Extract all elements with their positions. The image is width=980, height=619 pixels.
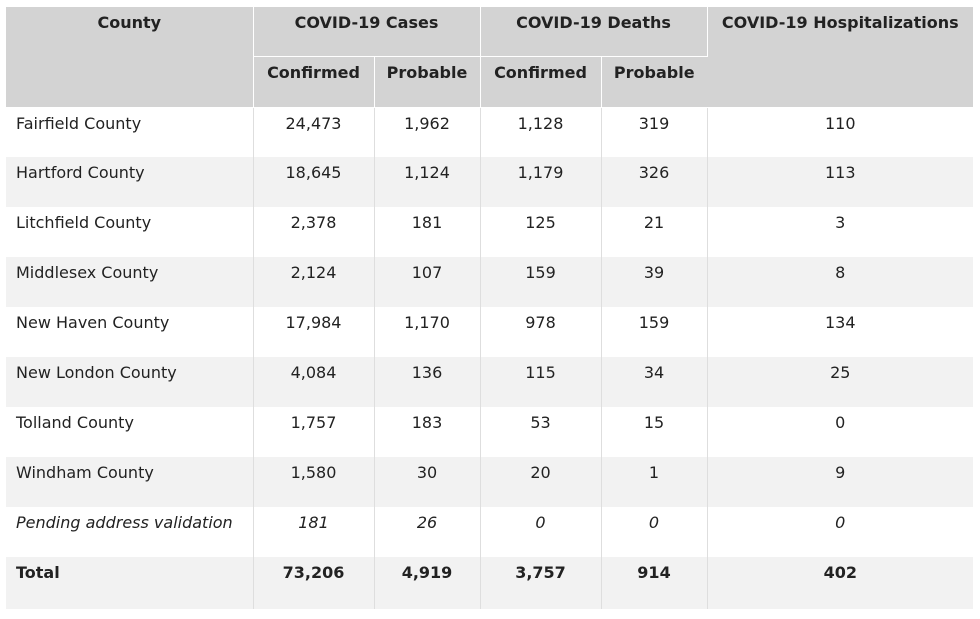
- cell-deaths-probable: 21: [601, 207, 708, 257]
- cell-deaths-confirmed: 53: [480, 407, 602, 457]
- cell-county: Hartford County: [6, 157, 254, 207]
- cell-deaths-confirmed: 0: [480, 507, 602, 557]
- cell-deaths-confirmed: 978: [480, 307, 602, 357]
- table-row: Fairfield County 24,473 1,962 1,128 319 …: [6, 107, 974, 157]
- cell-hospitalizations: 9: [707, 457, 974, 507]
- cell-cases-confirmed: 2,124: [253, 257, 375, 307]
- cell-cases-probable: 183: [374, 407, 481, 457]
- header-row-sub: Confirmed Probable Confirmed Probable: [6, 56, 973, 108]
- header-deaths: COVID-19 Deaths: [480, 7, 708, 57]
- cell-deaths-probable: 159: [601, 307, 708, 357]
- cell-deaths-probable: 319: [601, 107, 708, 157]
- cell-total-deaths-confirmed: 3,757: [480, 557, 602, 609]
- cell-cases-confirmed: 181: [253, 507, 375, 557]
- header-county: County: [6, 7, 254, 108]
- cell-cases-confirmed: 1,757: [253, 407, 375, 457]
- cell-deaths-probable: 15: [601, 407, 708, 457]
- table-row: New London County 4,084 136 115 34 25: [6, 357, 974, 407]
- cell-cases-confirmed: 1,580: [253, 457, 375, 507]
- table-row: Hartford County 18,645 1,124 1,179 326 1…: [6, 157, 974, 207]
- header-cases: COVID-19 Cases: [253, 7, 481, 57]
- table-row-total: Total 73,206 4,919 3,757 914 402: [6, 557, 974, 609]
- header-deaths-confirmed: Confirmed: [480, 56, 602, 108]
- cell-cases-confirmed: 18,645: [253, 157, 375, 207]
- table-row: New Haven County 17,984 1,170 978 159 13…: [6, 307, 974, 357]
- header-deaths-probable: Probable: [601, 56, 708, 108]
- cell-county: Fairfield County: [6, 107, 254, 157]
- cell-deaths-confirmed: 159: [480, 257, 602, 307]
- cell-deaths-probable: 0: [601, 507, 708, 557]
- cell-hospitalizations: 3: [707, 207, 974, 257]
- cell-cases-probable: 136: [374, 357, 481, 407]
- cell-cases-probable: 1,170: [374, 307, 481, 357]
- cell-cases-confirmed: 4,084: [253, 357, 375, 407]
- cell-cases-probable: 30: [374, 457, 481, 507]
- cell-deaths-probable: 326: [601, 157, 708, 207]
- cell-county: Middlesex County: [6, 257, 254, 307]
- cell-hospitalizations: 8: [707, 257, 974, 307]
- cell-hospitalizations: 110: [707, 107, 974, 157]
- cell-hospitalizations: 113: [707, 157, 974, 207]
- cell-county: Litchfield County: [6, 207, 254, 257]
- header-hospitalizations: COVID-19 Hospitalizations: [707, 7, 974, 108]
- cell-cases-probable: 1,124: [374, 157, 481, 207]
- cell-hospitalizations: 0: [707, 407, 974, 457]
- covid-county-table-container: County COVID-19 Cases COVID-19 Deaths CO…: [6, 7, 974, 609]
- cell-hospitalizations: 134: [707, 307, 974, 357]
- cell-cases-probable: 1,962: [374, 107, 481, 157]
- table-row: Middlesex County 2,124 107 159 39 8: [6, 257, 974, 307]
- cell-deaths-probable: 39: [601, 257, 708, 307]
- cell-deaths-probable: 34: [601, 357, 708, 407]
- covid-county-table: County COVID-19 Cases COVID-19 Deaths CO…: [6, 7, 974, 609]
- cell-total-deaths-probable: 914: [601, 557, 708, 609]
- cell-county: Tolland County: [6, 407, 254, 457]
- cell-cases-confirmed: 24,473: [253, 107, 375, 157]
- cell-total-label: Total: [6, 557, 254, 609]
- header-row-top: County COVID-19 Cases COVID-19 Deaths CO…: [6, 7, 974, 108]
- table-row-pending: Pending address validation 181 26 0 0 0: [6, 507, 974, 557]
- cell-deaths-confirmed: 1,179: [480, 157, 602, 207]
- cell-deaths-probable: 1: [601, 457, 708, 507]
- cell-cases-probable: 26: [374, 507, 481, 557]
- cell-county: New Haven County: [6, 307, 254, 357]
- table-header: County COVID-19 Cases COVID-19 Deaths CO…: [6, 7, 974, 108]
- cell-county: Pending address validation: [6, 507, 254, 557]
- cell-cases-probable: 107: [374, 257, 481, 307]
- cell-cases-probable: 181: [374, 207, 481, 257]
- table-body: Fairfield County 24,473 1,962 1,128 319 …: [6, 107, 974, 609]
- cell-hospitalizations: 25: [707, 357, 974, 407]
- cell-county: Windham County: [6, 457, 254, 507]
- cell-cases-confirmed: 2,378: [253, 207, 375, 257]
- header-cases-probable: Probable: [374, 56, 481, 108]
- cell-county: New London County: [6, 357, 254, 407]
- cell-total-cases-confirmed: 73,206: [253, 557, 375, 609]
- cell-total-hospitalizations: 402: [707, 557, 974, 609]
- table-row: Windham County 1,580 30 20 1 9: [6, 457, 974, 507]
- cell-hospitalizations: 0: [707, 507, 974, 557]
- cell-deaths-confirmed: 115: [480, 357, 602, 407]
- cell-deaths-confirmed: 1,128: [480, 107, 602, 157]
- table-row: Tolland County 1,757 183 53 15 0: [6, 407, 974, 457]
- cell-total-cases-probable: 4,919: [374, 557, 481, 609]
- cell-deaths-confirmed: 20: [480, 457, 602, 507]
- table-row: Litchfield County 2,378 181 125 21 3: [6, 207, 974, 257]
- cell-deaths-confirmed: 125: [480, 207, 602, 257]
- header-cases-confirmed: Confirmed: [253, 56, 375, 108]
- cell-cases-confirmed: 17,984: [253, 307, 375, 357]
